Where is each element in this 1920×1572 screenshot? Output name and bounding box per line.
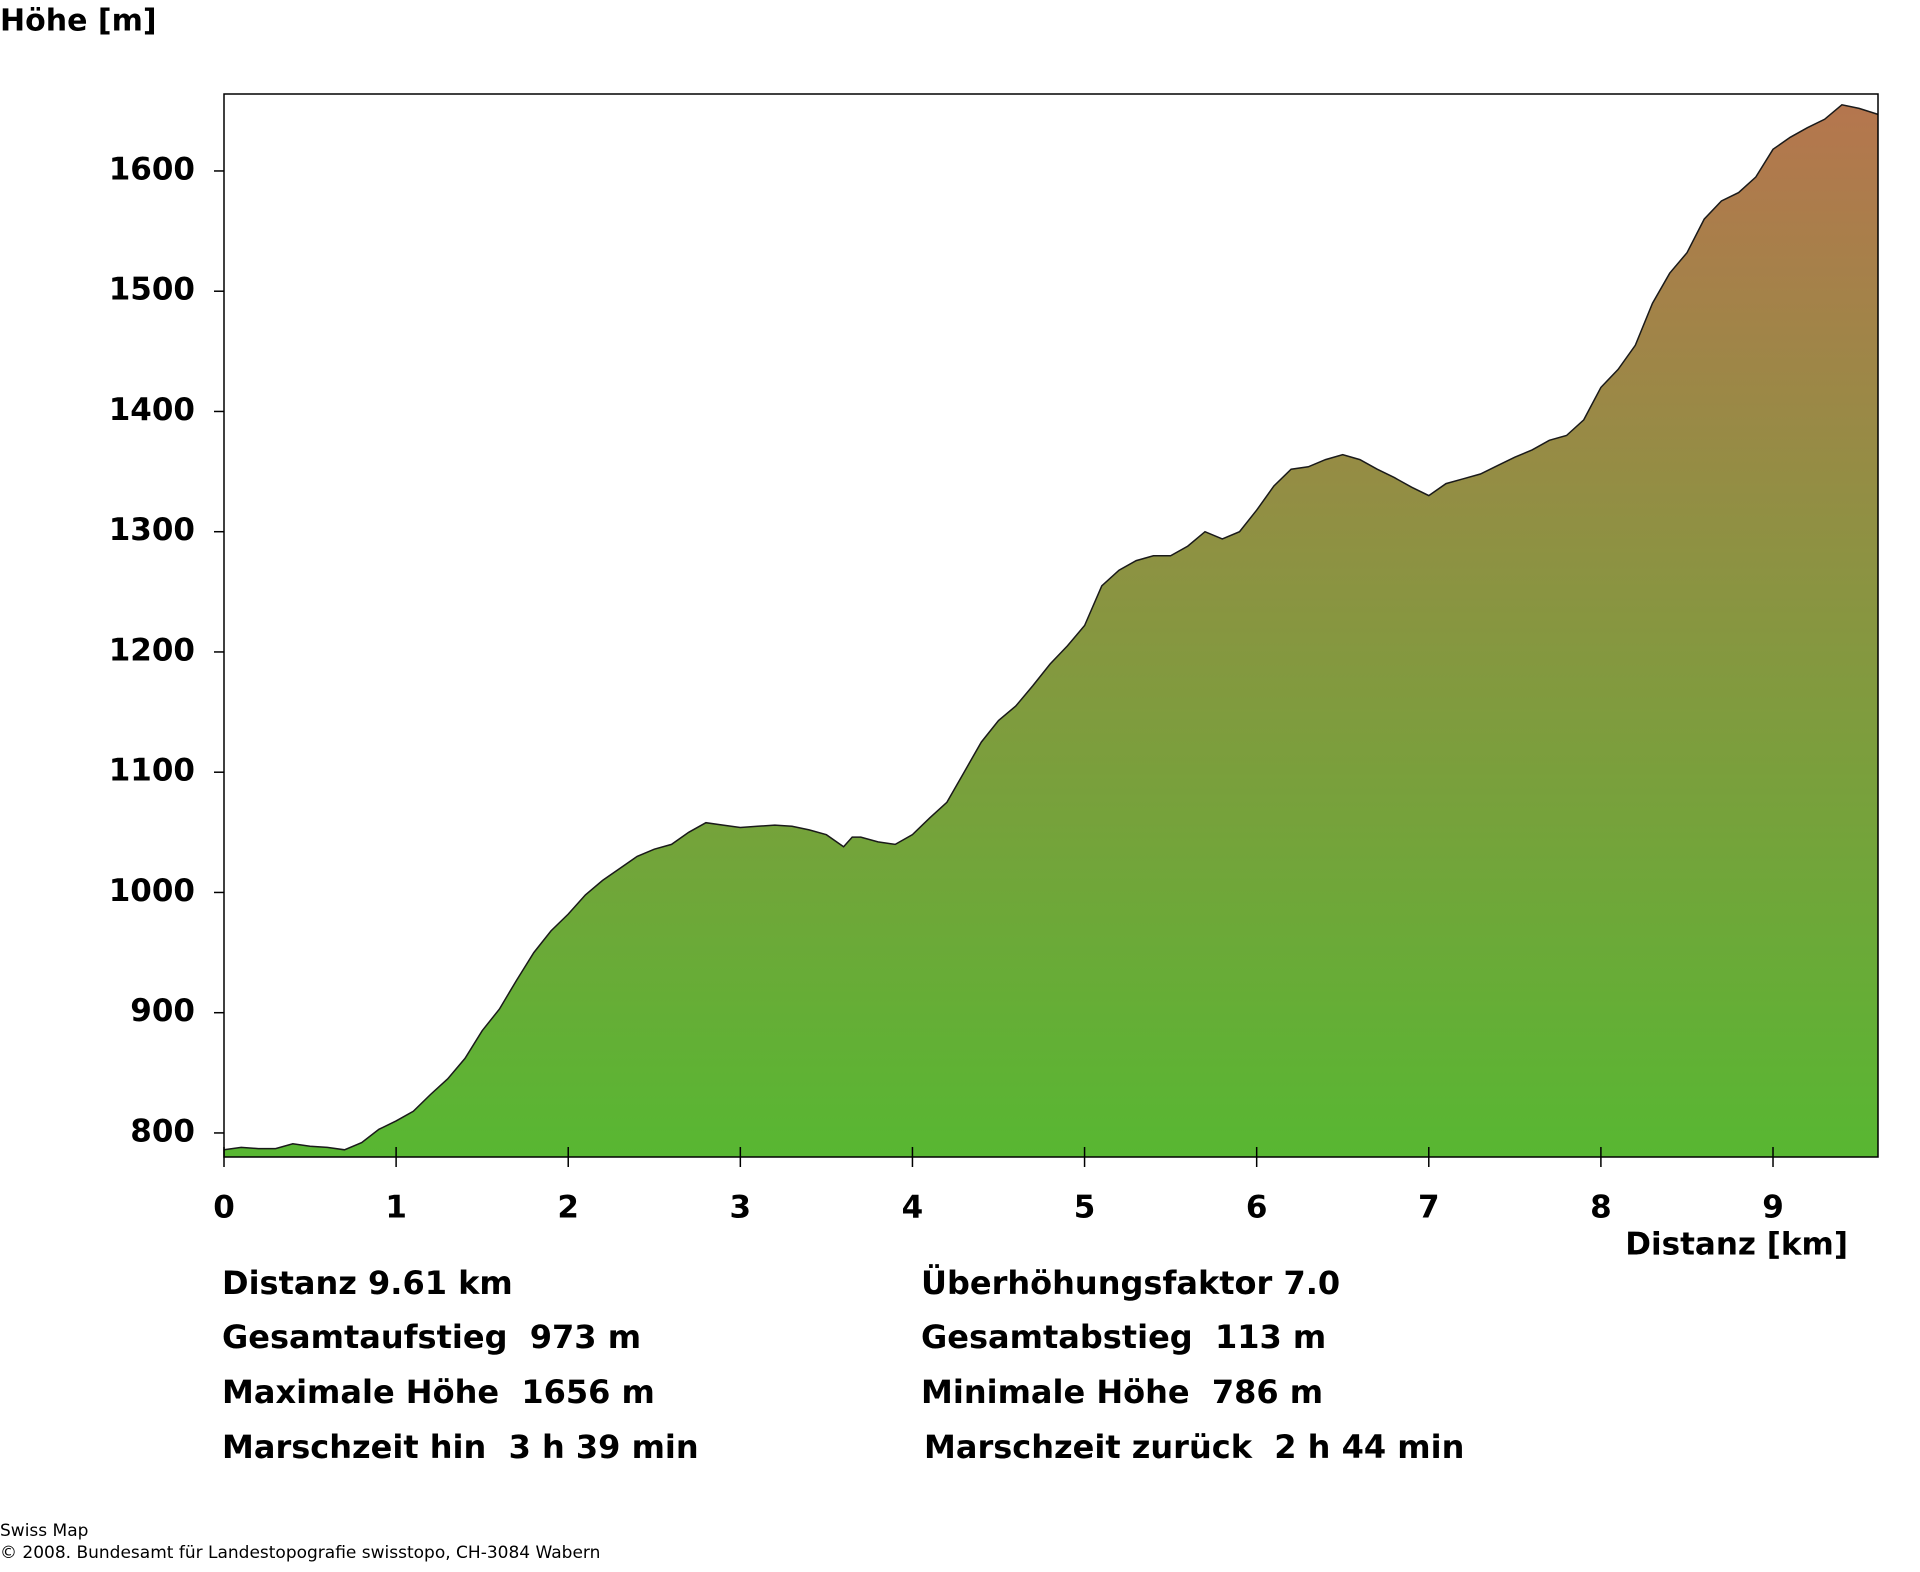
x-tick-label: 4 — [902, 1190, 924, 1226]
y-tick-label: 1200 — [109, 632, 195, 668]
x-tick-label: 6 — [1246, 1190, 1268, 1226]
area — [224, 104, 1878, 1157]
stat-text: Maximale Höhe 1656 m — [222, 1373, 655, 1411]
y-tick-label: 1100 — [109, 753, 195, 789]
x-tick-label: 9 — [1762, 1190, 1784, 1226]
stat-text: Gesamtaufstieg 973 m — [222, 1318, 641, 1356]
x-tick-label: 7 — [1418, 1190, 1440, 1226]
y-tick-label: 1400 — [109, 392, 195, 428]
footer-text: Swiss Map — [0, 1521, 88, 1541]
stat-text: Minimale Höhe 786 m — [921, 1373, 1323, 1411]
x-tick-label: 3 — [730, 1190, 752, 1226]
plot-frame — [223, 93, 1879, 1158]
y-tick-label: 1600 — [109, 151, 195, 187]
y-tick-label: 1500 — [109, 272, 195, 308]
x-tick-label: 5 — [1074, 1190, 1096, 1226]
stat-text: Gesamtabstieg 113 m — [921, 1318, 1326, 1356]
x-axis-label: Distanz [km] — [1625, 1227, 1848, 1263]
x-tick-label: 1 — [385, 1190, 407, 1226]
stat-text: Marschzeit hin 3 h 39 min — [222, 1428, 699, 1466]
x-tick-label: 0 — [213, 1190, 235, 1226]
stat-text: Marschzeit zurück 2 h 44 min — [924, 1428, 1464, 1466]
x-tick-label: 8 — [1590, 1190, 1612, 1226]
y-tick-label: 1000 — [109, 873, 195, 909]
y-axis-label: Höhe [m] — [0, 4, 157, 39]
x-tick-label: 2 — [557, 1190, 579, 1226]
y-tick-label: 800 — [130, 1113, 195, 1149]
stat-text: Überhöhungsfaktor 7.0 — [921, 1264, 1340, 1302]
footer-text: © 2008. Bundesamt für Landestopografie s… — [0, 1543, 600, 1563]
y-tick-label: 900 — [130, 993, 195, 1029]
y-tick-label: 1300 — [109, 512, 195, 548]
stat-text: Distanz 9.61 km — [222, 1264, 513, 1302]
elevation-line — [223, 103, 1879, 1151]
